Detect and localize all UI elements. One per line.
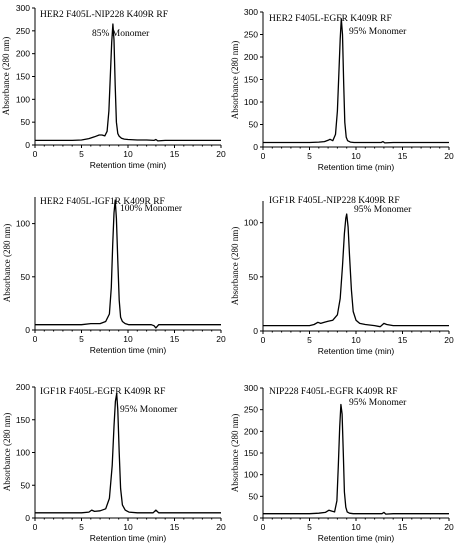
chart-panel-3: 0 5 10 15 20 0 50 100 HER2 F405L-IGF1R K409R RF1… [2,197,226,355]
panel-title: HER2 F405L-IGF1R K409R RF [40,197,165,207]
y-tick-label: 100 [244,97,258,107]
y-tick-label: 50 [21,480,31,490]
y-tick-label: 200 [16,49,30,59]
x-axis-label: Retention time (min) [318,346,395,356]
x-tick-label: 0 [261,151,266,161]
chromatogram-trace [35,23,221,142]
panel-title: HER2 F405L-NIP228 K409R RF [40,10,168,20]
y-tick-label: 100 [244,218,258,228]
monomer-annotation: 95% Monomer [349,398,407,408]
monomer-annotation: 95% Monomer [120,405,178,415]
x-tick-label: 15 [398,335,408,345]
y-tick-label: 50 [249,120,259,130]
x-axis-label: Retention time (min) [318,533,395,543]
x-tick-label: 20 [216,522,226,532]
y-tick-label: 250 [244,30,258,40]
y-tick-label: 50 [21,117,31,127]
y-tick-label: 300 [16,3,30,13]
x-tick-label: 10 [123,149,133,159]
x-tick-label: 5 [79,334,84,344]
x-tick-label: 5 [307,335,312,345]
chromatogram-trace [263,213,449,328]
y-tick-label: 100 [16,448,30,458]
monomer-annotation: 100% Monomer [120,204,183,214]
monomer-annotation: 95% Monomer [354,205,412,215]
panel-title: IGF1R F405L-EGFR K409R RF [40,387,165,397]
y-tick-label: 0 [25,513,30,523]
x-axis-label: Retention time (min) [90,533,167,543]
y-axis-label: Absorbance (280 nm) [1,37,11,115]
x-tick-label: 0 [33,522,38,532]
y-tick-label: 300 [244,383,258,393]
x-tick-label: 10 [123,522,133,532]
x-tick-label: 0 [261,335,266,345]
monomer-annotation: 95% Monomer [349,27,407,37]
x-tick-label: 20 [444,151,454,161]
x-tick-label: 0 [33,334,38,344]
x-tick-label: 10 [123,334,133,344]
y-tick-label: 0 [25,140,30,150]
x-tick-label: 10 [351,522,361,532]
y-tick-label: 150 [244,75,258,85]
x-tick-label: 15 [398,522,408,532]
x-tick-label: 20 [216,149,226,159]
y-axis-label: Absorbance (280 nm) [230,227,240,305]
panel-title: IGF1R F405L-NIP228 K409R RF [269,196,400,206]
y-tick-label: 100 [244,470,258,480]
x-tick-label: 20 [444,522,454,532]
y-tick-label: 50 [249,491,259,501]
y-tick-label: 200 [16,382,30,392]
y-tick-label: 0 [253,142,258,152]
chromatogram-trace [35,199,221,329]
chromatogram-trace [35,392,221,514]
x-tick-label: 10 [351,151,361,161]
y-tick-label: 0 [253,326,258,336]
y-tick-label: 50 [249,272,259,282]
panel-title: HER2 F405L-EGFR K409R RF [269,14,392,24]
x-tick-label: 0 [261,522,266,532]
x-axis-label: Retention time (min) [90,345,167,355]
y-tick-label: 250 [244,405,258,415]
y-tick-label: 150 [16,415,30,425]
x-tick-label: 10 [351,335,361,345]
x-tick-label: 20 [444,335,454,345]
y-tick-label: 200 [244,52,258,62]
chromatogram-trace [263,18,449,144]
panel-title: NIP228 F405L-EGFR K409R RF [269,387,398,397]
x-tick-label: 15 [398,151,408,161]
chromatogram-trace [263,403,449,515]
x-tick-label: 15 [170,149,180,159]
x-tick-label: 5 [79,149,84,159]
y-tick-label: 150 [244,448,258,458]
chart-panel-4: 0 5 10 15 20 0 50 100 IGF1R F405L-NIP228 K409R R… [230,196,454,356]
y-tick-label: 300 [244,7,258,17]
x-tick-label: 5 [307,522,312,532]
x-tick-label: 15 [170,522,180,532]
y-tick-label: 50 [21,272,31,282]
y-tick-label: 250 [16,26,30,36]
x-tick-label: 15 [170,334,180,344]
y-axis-label: Absorbance (280 nm) [2,224,12,302]
x-tick-label: 5 [307,151,312,161]
x-tick-label: 5 [79,522,84,532]
y-axis-label: Absorbance (280 nm) [2,413,12,491]
y-tick-label: 200 [244,426,258,436]
x-tick-label: 0 [33,149,38,159]
y-axis-label: Absorbance (280 nm) [230,414,240,492]
y-tick-label: 150 [16,72,30,82]
y-tick-label: 100 [16,219,30,229]
monomer-annotation: 85% Monomer [92,29,150,39]
x-tick-label: 20 [216,334,226,344]
y-tick-label: 0 [253,513,258,523]
x-axis-label: Retention time (min) [90,160,167,170]
y-tick-label: 0 [25,325,30,335]
y-axis-label: Absorbance (280 nm) [230,41,240,119]
y-tick-label: 100 [16,94,30,104]
x-axis-label: Retention time (min) [318,162,395,172]
